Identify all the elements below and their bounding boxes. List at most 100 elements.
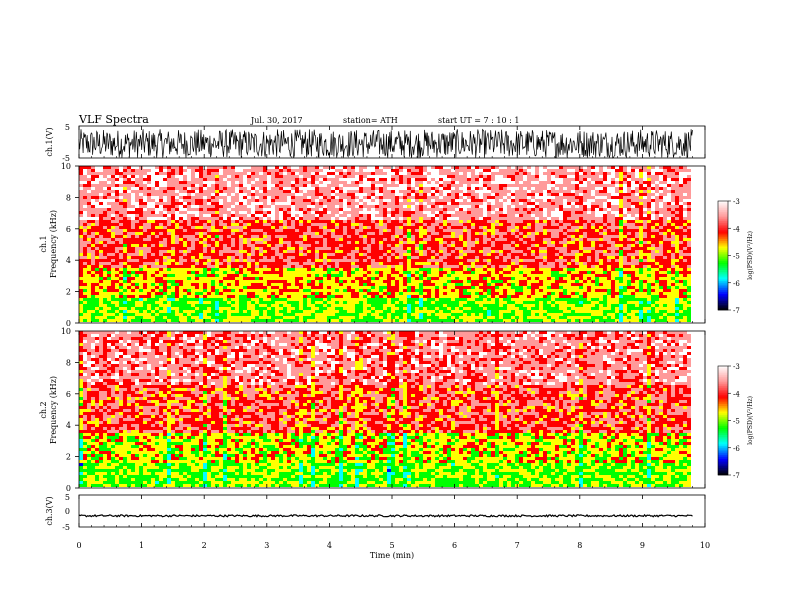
- spectrogram-cell: [647, 211, 651, 214]
- spectrogram-cell: [219, 223, 223, 226]
- spectrogram-cell: [127, 265, 131, 268]
- spectrogram-cell: [643, 226, 647, 229]
- spectrogram-cell: [471, 202, 475, 205]
- spectrogram-cell: [567, 217, 571, 220]
- spectrogram-cell: [127, 217, 131, 220]
- spectrogram-cell: [671, 256, 675, 259]
- spectrogram-cell: [451, 178, 455, 181]
- spectrogram-cell: [307, 274, 311, 277]
- spectrogram-cell: [515, 259, 519, 262]
- spectrogram-cell: [339, 241, 343, 244]
- spectrogram-cell: [207, 196, 211, 199]
- spectrogram-cell: [511, 184, 515, 187]
- spectrogram-cell: [503, 214, 507, 217]
- spectrogram-cell: [611, 256, 615, 259]
- spectrogram-cell: [215, 244, 219, 247]
- spectrogram-cell: [471, 268, 475, 271]
- spectrogram-cell: [175, 169, 179, 172]
- spectrogram-cell: [467, 238, 471, 241]
- spectrogram-cell: [355, 235, 359, 238]
- spectrogram-cell: [479, 262, 483, 265]
- spectrogram-cell: [411, 187, 415, 190]
- spectrogram-cell: [507, 229, 511, 232]
- spectrogram-cell: [607, 259, 611, 262]
- spectrogram-cell: [263, 259, 267, 262]
- spectrogram-cell: [331, 232, 335, 235]
- spectrogram-cell: [463, 256, 467, 259]
- spectrogram-cell: [679, 196, 683, 199]
- spectrogram-cell: [283, 232, 287, 235]
- spectrogram-cell: [215, 253, 219, 256]
- ch1-spectrogram-heatmap: [79, 166, 691, 322]
- spectrogram-cell: [315, 274, 319, 277]
- spectrogram-cell: [499, 187, 503, 190]
- spectrogram-cell: [171, 271, 175, 274]
- spectrogram-cell: [243, 271, 247, 274]
- spectrogram-cell: [639, 211, 643, 214]
- spectrogram-cell: [359, 259, 363, 262]
- spectrogram-cell: [487, 235, 491, 238]
- spectrogram-cell: [99, 253, 103, 256]
- spectrogram-cell: [443, 235, 447, 238]
- spectrogram-cell: [239, 217, 243, 220]
- spectrogram-cell: [79, 178, 83, 181]
- spectrogram-cell: [383, 238, 387, 241]
- spectrogram-cell: [567, 268, 571, 271]
- spectrogram-cell: [671, 241, 675, 244]
- spectrogram-cell: [231, 184, 235, 187]
- spectrogram-cell: [439, 253, 443, 256]
- spectrogram-cell: [263, 196, 267, 199]
- spectrogram-cell: [591, 271, 595, 274]
- spectrogram-cell: [215, 241, 219, 244]
- spectrogram-cell: [487, 238, 491, 241]
- spectrogram-cell: [99, 229, 103, 232]
- spectrogram-cell: [415, 253, 419, 256]
- spectrogram-cell: [351, 223, 355, 226]
- spectrogram-cell: [627, 223, 631, 226]
- spectrogram-cell: [479, 256, 483, 259]
- spectrogram-cell: [419, 187, 423, 190]
- spectrogram-cell: [411, 229, 415, 232]
- spectrogram-cell: [499, 202, 503, 205]
- spectrogram-cell: [611, 235, 615, 238]
- spectrogram-cell: [667, 250, 671, 253]
- spectrogram-cell: [643, 169, 647, 172]
- spectrogram-cell: [87, 271, 91, 274]
- spectrogram-cell: [183, 262, 187, 265]
- spectrogram-cell: [619, 202, 623, 205]
- spectrogram-cell: [495, 244, 499, 247]
- spectrogram-cell: [359, 268, 363, 271]
- spectrogram-cell: [107, 259, 111, 262]
- spectrogram-cell: [419, 238, 423, 241]
- spectrogram-cell: [127, 178, 131, 181]
- spectrogram-cell: [423, 208, 427, 211]
- spectrogram-cell: [411, 214, 415, 217]
- spectrogram-cell: [499, 247, 503, 250]
- spectrogram-cell: [279, 169, 283, 172]
- spectrogram-cell: [511, 193, 515, 196]
- spectrogram-cell: [391, 211, 395, 214]
- spectrogram-cell: [371, 223, 375, 226]
- spectrogram-cell: [491, 265, 495, 268]
- spectrogram-cell: [227, 226, 231, 229]
- spectrogram-cell: [443, 208, 447, 211]
- spectrogram-cell: [123, 250, 127, 253]
- spectrogram-cell: [79, 166, 83, 169]
- spectrogram-cell: [271, 223, 275, 226]
- spectrogram-cell: [143, 244, 147, 247]
- spectrogram-cell: [303, 235, 307, 238]
- spectrogram-cell: [87, 274, 91, 277]
- spectrogram-cell: [515, 208, 519, 211]
- spectrogram-cell: [207, 262, 211, 265]
- spectrogram-cell: [199, 202, 203, 205]
- spectrogram-cell: [587, 223, 591, 226]
- spectrogram-cell: [251, 184, 255, 187]
- spectrogram-cell: [431, 268, 435, 271]
- spectrogram-cell: [187, 229, 191, 232]
- spectrogram-cell: [415, 193, 419, 196]
- spectrogram-cell: [619, 208, 623, 211]
- spectrogram-cell: [487, 202, 491, 205]
- spectrogram-cell: [347, 184, 351, 187]
- spectrogram-cell: [211, 199, 215, 202]
- spectrogram-cell: [539, 190, 543, 193]
